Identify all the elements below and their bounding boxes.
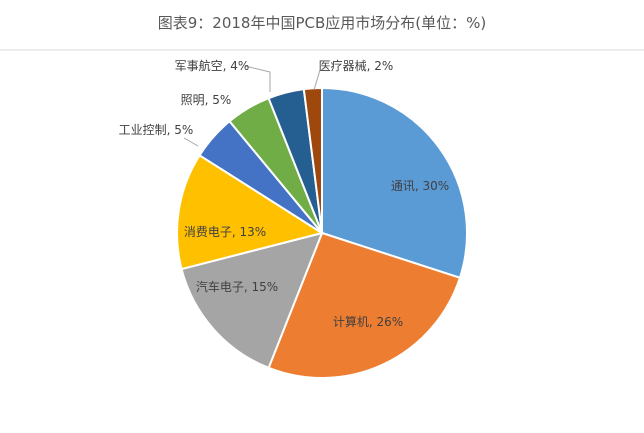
- pie-slice-汽车电子: [180, 231, 324, 370]
- data-label: 计算机, 26%: [333, 314, 403, 329]
- leader-line: [183, 137, 199, 147]
- pie-slice-消费电子: [176, 153, 325, 271]
- data-label: 医疗器械, 2%: [319, 58, 394, 73]
- leader-line: [313, 69, 321, 91]
- pie-slice-计算机: [267, 231, 462, 379]
- data-label: 汽车电子, 15%: [196, 279, 278, 294]
- data-label: 消费电子, 13%: [184, 225, 266, 239]
- data-label: 军事航空, 4%: [175, 58, 250, 73]
- pie-slice-医疗器械: [302, 86, 323, 234]
- chart-title: 图表9：2018年中国PCB应用市场分布(单位：%): [158, 14, 487, 32]
- leader-line: [244, 65, 271, 92]
- data-label: 照明, 5%: [181, 93, 232, 107]
- data-label: 工业控制, 5%: [119, 123, 194, 137]
- data-label: 通讯, 30%: [391, 179, 449, 193]
- pie-slice-通讯: [321, 86, 468, 280]
